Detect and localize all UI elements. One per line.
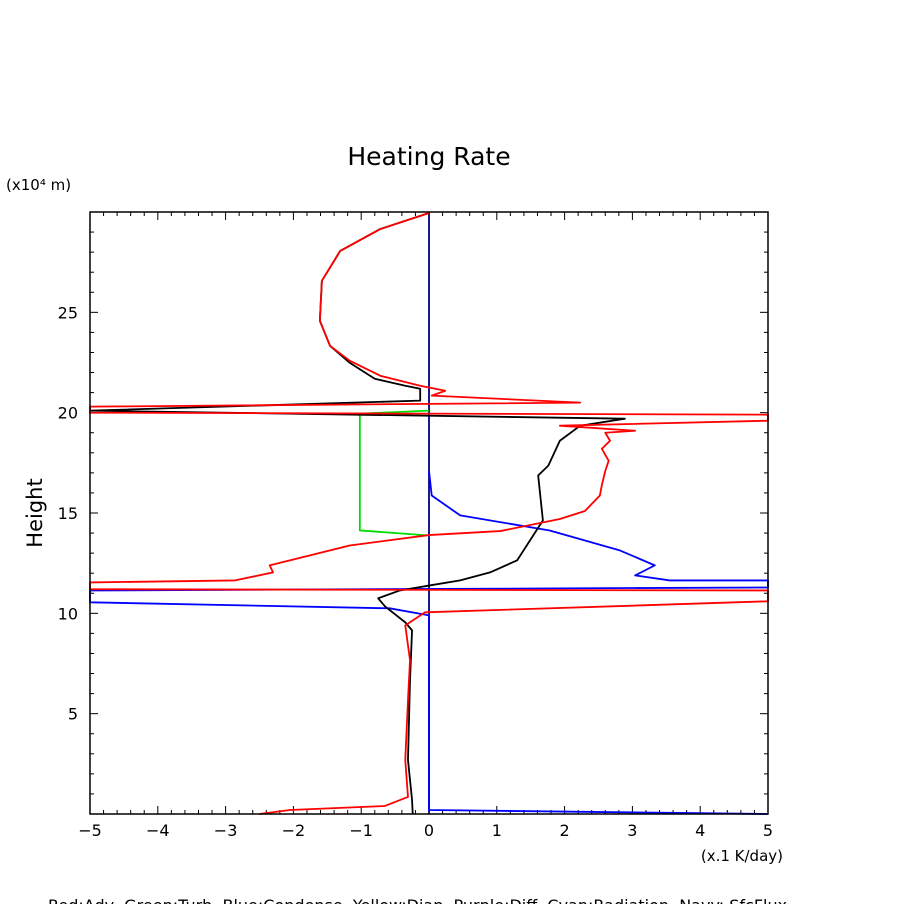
series-line-blue-condense — [89, 470, 769, 815]
x-tick-label: −3 — [214, 821, 238, 840]
y-axis-label: Height — [23, 478, 47, 547]
x-tick-label: −5 — [78, 821, 102, 840]
x-axis-label: (x.1 K/day) — [701, 847, 783, 865]
x-tick-label: −1 — [349, 821, 373, 840]
y-tick-label: 20 — [58, 404, 78, 423]
series-lines — [89, 212, 769, 815]
x-tick-label: 1 — [492, 821, 502, 840]
y-tick-label: 5 — [68, 705, 78, 724]
series-line-red-adv — [89, 212, 769, 815]
plot-frame — [89, 211, 769, 815]
x-tick-label: 5 — [763, 821, 773, 840]
x-tick-label: 2 — [560, 821, 570, 840]
legend-text: Red:Adv Green:Turb Blue:Condense Yellow:… — [48, 896, 787, 904]
x-tick-label: 4 — [695, 821, 705, 840]
x-tick-label: −2 — [282, 821, 306, 840]
y-tick-label: 25 — [58, 303, 78, 322]
series-line-green-turb — [358, 409, 430, 537]
axis-ticks: −5 −4 −3 −2 −1 0 1 2 3 4 5 5 10 15 20 25 — [58, 211, 773, 840]
x-tick-label: −4 — [146, 821, 170, 840]
y-tick-label: 10 — [58, 604, 78, 623]
x-tick-label: 0 — [424, 821, 434, 840]
y-unit-label: (x10⁴ m) — [6, 176, 71, 194]
x-tick-label: 3 — [627, 821, 637, 840]
y-tick-label: 15 — [58, 504, 78, 523]
series-line-total — [89, 212, 626, 815]
chart-title: Heating Rate — [347, 142, 510, 171]
